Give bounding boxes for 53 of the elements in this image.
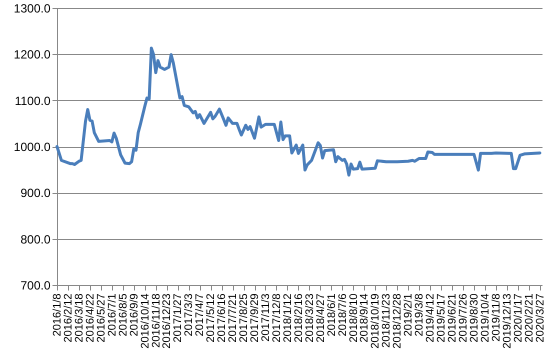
x-tick-label: 2018/4/27 — [314, 294, 327, 342]
x-tick-label: 2016/9/9 — [128, 294, 140, 336]
x-tick-label: 2019/6/21 — [446, 294, 459, 342]
x-tick-label: 2018/3/23 — [304, 294, 316, 342]
x-tick-label: 2016/7/1 — [106, 294, 118, 336]
line-series — [56, 46, 542, 177]
y-tick-label: 1200.0 — [14, 48, 51, 62]
y-tick-label: 700.0 — [20, 278, 51, 292]
x-tick-label: 2018/6/1 — [326, 294, 338, 336]
y-tick-label: 1000.0 — [14, 140, 51, 154]
x-tick-label: 2018/10/19 — [370, 294, 382, 349]
x-tick-label: 2016/12/23 — [161, 294, 174, 349]
x-tick-label: 2019/7/26 — [457, 294, 470, 342]
x-tick-label: 2016/2/12 — [62, 294, 74, 342]
x-tick-label: 2019/5/17 — [436, 294, 448, 342]
x-tick-label: 2018/2/16 — [292, 294, 305, 342]
y-tick-label: 900.0 — [20, 186, 51, 200]
x-tick-label: 2018/9/14 — [358, 294, 371, 342]
x-tick-label: 2016/8/5 — [117, 294, 130, 336]
x-tick-label: 2017/5/12 — [205, 294, 218, 342]
x-tick-label: 2016/4/22 — [84, 294, 96, 342]
x-tick-label: 2019/3/8 — [414, 294, 426, 336]
x-tick-label: 2017/6/16 — [216, 294, 228, 342]
x-tick-label: 2017/9/29 — [249, 294, 262, 342]
x-tick-label: 2019/2/1 — [402, 294, 415, 336]
x-tick-label: 2020/2/21 — [523, 294, 536, 342]
x-tick-label: 2019/4/12 — [424, 294, 437, 342]
x-tick-label: 2018/1/12 — [282, 294, 294, 342]
x-tick-label: 2018/12/28 — [392, 294, 404, 349]
x-tick-label: 2019/10/4 — [479, 294, 492, 342]
x-tick-label: 2016/3/18 — [73, 294, 86, 342]
x-tick-label: 2016/11/18 — [150, 294, 162, 348]
x-tick-label: 2019/12/13 — [501, 294, 514, 349]
x-tick-label: 2017/3/3 — [183, 294, 196, 336]
x-tick-label: 2018/8/10 — [348, 294, 360, 342]
x-tick-label: 2020/1/17 — [512, 294, 524, 342]
x-tick-label: 2018/11/23 — [380, 294, 393, 348]
x-tick-label: 2017/11/3 — [260, 294, 272, 342]
x-tick-label: 2016/10/14 — [139, 294, 152, 349]
x-tick-label: 2020/3/27 — [534, 294, 546, 342]
x-tick-label: 2016/1/8 — [52, 294, 64, 336]
x-tick-label: 2017/12/8 — [270, 294, 283, 342]
x-tick-label: 2016/5/27 — [95, 294, 108, 342]
x-tick-label: 2019/11/8 — [490, 294, 502, 342]
x-tick-label: 2018/7/6 — [336, 294, 349, 336]
x-tick-label: 2017/7/21 — [227, 294, 240, 342]
x-tick-label: 2017/4/7 — [194, 294, 206, 336]
x-tick-label: 2019/8/30 — [468, 294, 480, 342]
x-tick-label: 2017/8/25 — [238, 294, 250, 342]
x-tick-label: 2017/1/27 — [172, 294, 184, 342]
y-tick-label: 1100.0 — [14, 94, 51, 108]
y-tick-label: 1300.0 — [14, 2, 51, 16]
y-tick-label: 800.0 — [20, 232, 51, 246]
